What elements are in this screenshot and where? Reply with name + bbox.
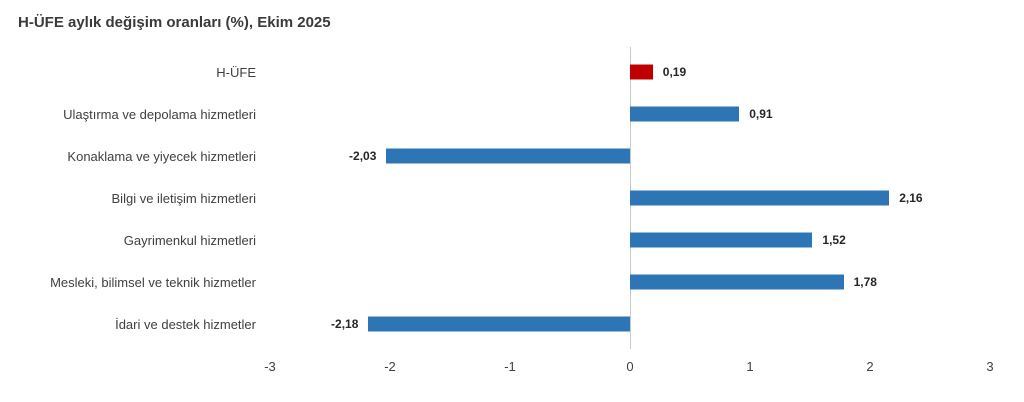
bar-track: -2,18 <box>270 303 990 345</box>
bar <box>630 274 844 290</box>
bar-row: Konaklama ve yiyecek hizmetleri -2,03 <box>0 135 990 177</box>
value-label: -2,18 <box>331 317 359 331</box>
chart-title: H-ÜFE aylık değişim oranları (%), Ekim 2… <box>18 14 331 31</box>
value-label: 0,19 <box>662 65 687 79</box>
bar-row: Bilgi ve iletişim hizmetleri 2,16 <box>0 177 990 219</box>
bar-row: İdari ve destek hizmetler -2,18 <box>0 303 990 345</box>
bar <box>630 106 740 122</box>
category-label: H-ÜFE <box>216 64 256 80</box>
bar-track: 2,16 <box>270 177 990 219</box>
tick-label: 0 <box>626 359 634 374</box>
category-label: Gayrimenkul hizmetleri <box>123 232 256 248</box>
bar-track: 0,91 <box>270 93 990 135</box>
value-label: 0,91 <box>749 107 773 121</box>
category-label: Mesleki, bilimsel ve teknik hizmetler <box>50 274 256 290</box>
bar-track: 1,78 <box>270 261 990 303</box>
value-label: 1,78 <box>853 275 877 289</box>
value-label: 2,16 <box>899 191 923 205</box>
bar-row: H-ÜFE 0,19 <box>0 51 990 93</box>
category-label: Konaklama ve yiyecek hizmetleri <box>67 148 256 164</box>
category-label: İdari ve destek hizmetler <box>115 316 256 332</box>
tick-label: 1 <box>746 359 754 374</box>
value-label: 1,52 <box>822 233 846 247</box>
bar-rows: H-ÜFE 0,19 Ulaştırma ve depolama hizmetler… <box>0 47 990 349</box>
tick-label: 3 <box>986 359 994 374</box>
bar-track: 0,19 <box>270 51 990 93</box>
bar-row: Mesleki, bilimsel ve teknik hizmetler 1,7… <box>0 261 990 303</box>
tick-label: 2 <box>866 359 874 374</box>
bar-track: -2,03 <box>270 135 990 177</box>
category-label: Bilgi ve iletişim hizmetleri <box>111 190 256 206</box>
x-axis: -3 -2 -1 0 1 2 3 <box>264 355 994 385</box>
bar <box>630 232 813 248</box>
category-label: Ulaştırma ve depolama hizmetleri <box>63 106 256 122</box>
bar <box>386 148 630 164</box>
bar-row: Ulaştırma ve depolama hizmetleri 0,91 <box>0 93 990 135</box>
bar <box>630 190 890 206</box>
tick-label: -2 <box>384 359 396 374</box>
bar-row: Gayrimenkul hizmetleri 1,52 <box>0 219 990 261</box>
tick-label: -3 <box>264 359 276 374</box>
bar <box>630 64 653 80</box>
bar-track: 1,52 <box>270 219 990 261</box>
bar <box>368 316 630 332</box>
value-label: -2,03 <box>349 149 377 163</box>
tick-label: -1 <box>504 359 516 374</box>
